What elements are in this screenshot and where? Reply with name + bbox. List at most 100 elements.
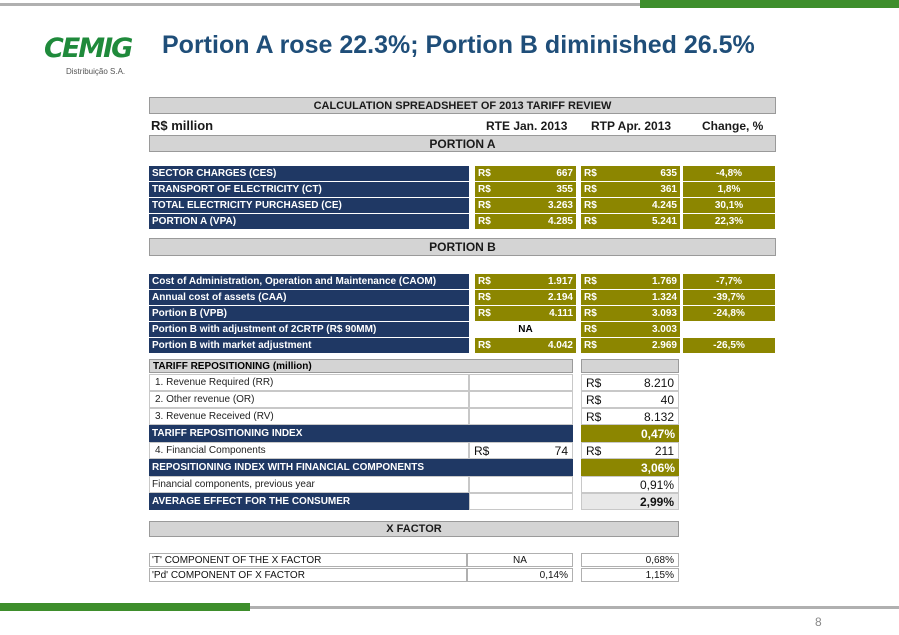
rte-cell: R$ 4.285 (475, 214, 576, 229)
table-row: TOTAL ELECTRICITY PURCHASED (CE) R$ 3.263… (149, 198, 776, 213)
rtp-cell: R$ 3.003 (581, 322, 680, 337)
row-label: TOTAL ELECTRICITY PURCHASED (CE) (149, 198, 469, 213)
table-row: 1. Revenue Required (RR) R$ 8.210 (149, 374, 679, 391)
currency: R$ (586, 443, 602, 458)
value-cell: R$ 211 (581, 442, 679, 459)
currency: R$ (584, 216, 597, 227)
change-value: -26,5% (683, 338, 775, 353)
sheet-title: CALCULATION SPREADSHEET OF 2013 TARIFF R… (149, 97, 776, 114)
row-label: SECTOR CHARGES (CES) (149, 166, 469, 181)
row-label: 2. Other revenue (OR) (149, 391, 469, 408)
row-label: 4. Financial Components (149, 442, 469, 459)
rtp-cell: R$ 4.245 (581, 198, 680, 213)
table-row: 'T' COMPONENT OF THE X FACTOR NA 0,68% (149, 553, 679, 567)
rtp-cell: R$ 361 (581, 182, 680, 197)
row-label: TARIFF REPOSITIONING INDEX (149, 425, 573, 442)
rtp-value: 361 (660, 184, 677, 195)
x-factor-header: X FACTOR (149, 521, 679, 537)
logo-subtitle: Distribuição S.A. (66, 67, 126, 76)
row-label: Portion B with adjustment of 2CRTP (R$ 9… (149, 322, 469, 337)
currency: R$ (478, 308, 491, 319)
currency: R$ (586, 392, 602, 407)
value: 0,47% (581, 425, 679, 442)
table-row: TRANSPORT OF ELECTRICITY (CT) R$ 355 R$ 36… (149, 182, 776, 197)
table-row: Portion B with market adjustment R$ 4.042… (149, 338, 776, 353)
top-divider-green (640, 0, 899, 8)
rte-value: 3.263 (547, 200, 573, 211)
rte-value: 4.285 (547, 216, 573, 227)
table-row: REPOSITIONING INDEX WITH FINANCIAL COMPO… (149, 459, 679, 476)
mid-empty (469, 476, 573, 493)
change-value: -24,8% (683, 306, 775, 321)
currency: R$ (586, 409, 602, 424)
row-label: AVERAGE EFFECT FOR THE CONSUMER (149, 493, 469, 510)
row-label: PORTION A (VPA) (149, 214, 469, 229)
currency: R$ (478, 200, 491, 211)
value: 0,68% (581, 553, 679, 567)
rtp-cell: R$ 5.241 (581, 214, 680, 229)
bottom-divider-gray (250, 606, 899, 609)
table-row: Annual cost of assets (CAA) R$ 2.194 R$ 1.… (149, 290, 776, 305)
rte-value: 4.111 (549, 308, 573, 319)
mid-empty (469, 408, 573, 425)
rtp-value: 5.241 (651, 216, 677, 227)
change-value: 1,8% (683, 182, 775, 197)
currency: R$ (584, 292, 597, 303)
rtp-value: 4.245 (651, 200, 677, 211)
portion-b-header: PORTION B (149, 238, 776, 256)
row-label: Portion B (VPB) (149, 306, 469, 321)
rtp-cell: R$ 1.324 (581, 290, 680, 305)
mid-value-cell: R$ 74 (469, 442, 573, 459)
rte-cell: R$ 1.917 (475, 274, 576, 289)
rtp-value: 1.324 (651, 292, 677, 303)
rtp-cell: R$ 635 (581, 166, 680, 181)
change-value: 30,1% (683, 198, 775, 213)
top-divider-gray (0, 3, 640, 6)
column-rtp: RTP Apr. 2013 (591, 119, 672, 133)
table-row: Cost of Administration, Operation and Ma… (149, 274, 776, 289)
value-cell: R$ 8.210 (581, 374, 679, 391)
tariff-header: TARIFF REPOSITIONING (million) (149, 359, 573, 373)
table-row: AVERAGE EFFECT FOR THE CONSUMER 2,99% (149, 493, 679, 510)
currency: R$ (584, 200, 597, 211)
rte-value: 2.194 (547, 292, 573, 303)
rte-na-value: NA (475, 322, 576, 337)
value: 1,15% (581, 568, 679, 582)
rte-value: 355 (556, 184, 573, 195)
currency: R$ (584, 340, 597, 351)
rte-cell: R$ 4.042 (475, 338, 576, 353)
currency: R$ (584, 276, 597, 287)
value: 8.132 (643, 409, 674, 424)
row-label: Financial components, previous year (149, 476, 469, 493)
change-value: -7,7% (683, 274, 775, 289)
value: 3,06% (581, 459, 679, 476)
rte-cell: R$ 3.263 (475, 198, 576, 213)
value-cell: R$ 8.132 (581, 408, 679, 425)
mid-empty (469, 391, 573, 408)
mid-value: NA (467, 553, 573, 567)
value: 0,91% (581, 476, 679, 493)
currency: R$ (478, 340, 491, 351)
rtp-value: 2.969 (651, 340, 677, 351)
currency: R$ (478, 168, 491, 179)
portion-a-header: PORTION A (149, 135, 776, 152)
currency: R$ (478, 184, 491, 195)
rte-value: 4.042 (547, 340, 573, 351)
table-row: SECTOR CHARGES (CES) R$ 667 R$ 635 -4,8% (149, 166, 776, 181)
rtp-cell: R$ 3.093 (581, 306, 680, 321)
column-rte: RTE Jan. 2013 (486, 119, 568, 133)
table-row: PORTION A (VPA) R$ 4.285 R$ 5.241 22,3% (149, 214, 776, 229)
change-empty (683, 322, 775, 337)
tariff-header-right (581, 359, 679, 373)
row-label: Portion B with market adjustment (149, 338, 469, 353)
row-label: 1. Revenue Required (RR) (149, 374, 469, 391)
rtp-cell: R$ 2.969 (581, 338, 680, 353)
rte-cell: R$ 355 (475, 182, 576, 197)
currency: R$ (474, 443, 490, 458)
table-row: Financial components, previous year 0,91… (149, 476, 679, 493)
page-number: 8 (815, 615, 822, 629)
rte-cell: R$ 667 (475, 166, 576, 181)
currency: R$ (584, 308, 597, 319)
table-row: 3. Revenue Received (RV) R$ 8.132 (149, 408, 679, 425)
row-label: Cost of Administration, Operation and Ma… (149, 274, 469, 289)
